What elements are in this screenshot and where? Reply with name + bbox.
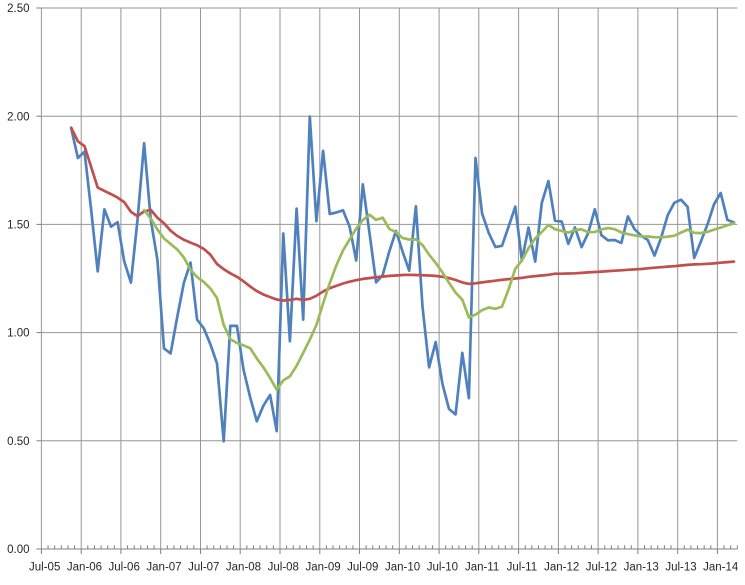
svg-text:1.50: 1.50 — [7, 220, 29, 232]
svg-text:0.50: 0.50 — [7, 436, 29, 448]
svg-text:Jul-12: Jul-12 — [586, 562, 617, 574]
svg-text:Jul-11: Jul-11 — [507, 562, 537, 574]
svg-text:Jan-08: Jan-08 — [226, 562, 261, 574]
svg-text:0.00: 0.00 — [7, 544, 29, 556]
svg-text:Jan-12: Jan-12 — [544, 562, 579, 574]
svg-text:Jul-06: Jul-06 — [109, 562, 140, 574]
svg-text:Jan-07: Jan-07 — [146, 562, 181, 574]
svg-text:2.00: 2.00 — [7, 111, 29, 123]
svg-text:1.00: 1.00 — [7, 328, 29, 340]
svg-text:Jul-09: Jul-09 — [347, 562, 378, 574]
svg-text:Jul-08: Jul-08 — [268, 562, 299, 574]
svg-text:Jan-11: Jan-11 — [465, 562, 499, 574]
svg-text:Jan-09: Jan-09 — [306, 562, 341, 574]
svg-text:Jan-14: Jan-14 — [703, 562, 739, 574]
svg-text:2.50: 2.50 — [7, 3, 29, 15]
svg-text:Jan-10: Jan-10 — [385, 562, 420, 574]
svg-text:Jul-13: Jul-13 — [665, 562, 696, 574]
svg-text:Jul-10: Jul-10 — [427, 562, 458, 574]
svg-text:Jul-05: Jul-05 — [29, 562, 60, 574]
svg-text:Jan-13: Jan-13 — [624, 562, 659, 574]
svg-text:Jan-06: Jan-06 — [67, 562, 102, 574]
svg-text:Jul-07: Jul-07 — [188, 562, 219, 574]
